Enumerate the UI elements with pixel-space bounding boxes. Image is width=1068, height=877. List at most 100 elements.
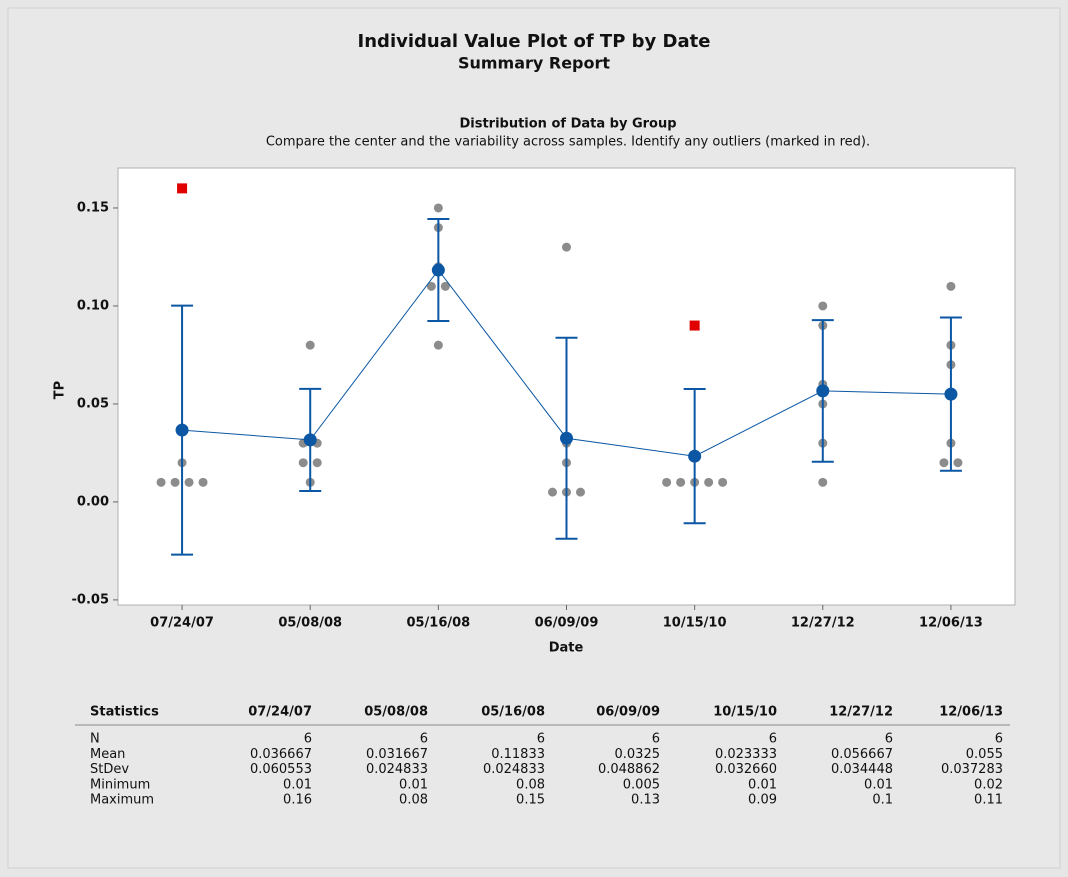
- y-axis-label: TP: [53, 381, 68, 399]
- x-tick-label: 05/08/08: [278, 616, 342, 631]
- data-point: [662, 477, 672, 487]
- data-point: [440, 281, 450, 291]
- table-cell: 0.055: [966, 747, 1003, 762]
- table-row-label: Mean: [90, 747, 125, 762]
- table-cell: 0.023333: [715, 747, 777, 762]
- data-point: [298, 458, 308, 468]
- data-point: [939, 458, 949, 468]
- table-cell: 6: [420, 732, 428, 747]
- table-cell: 0.01: [864, 777, 893, 792]
- table-row-label: Minimum: [90, 777, 150, 792]
- data-point: [818, 301, 828, 311]
- data-point: [312, 458, 322, 468]
- table-cell: 0.13: [631, 793, 660, 808]
- data-point: [156, 477, 166, 487]
- table-cell: 6: [769, 732, 777, 747]
- mean-marker: [816, 384, 830, 398]
- outlier-point: [177, 183, 188, 194]
- y-tick-label: 0.00: [77, 494, 109, 509]
- table-cell: 0.16: [283, 793, 312, 808]
- y-tick-label: -0.05: [72, 592, 109, 607]
- table-title: Statistics: [90, 705, 159, 720]
- data-point: [946, 281, 956, 291]
- table-cell: 0.034448: [831, 762, 893, 777]
- data-point: [198, 477, 208, 487]
- mean-marker: [175, 423, 189, 437]
- table-cell: 0.024833: [483, 762, 545, 777]
- data-point: [704, 477, 714, 487]
- table-cell: 0.01: [399, 777, 428, 792]
- table-column-header: 07/24/07: [248, 705, 312, 720]
- mean-marker: [431, 263, 445, 277]
- table-row-label: Maximum: [90, 793, 154, 808]
- table-cell: 0.09: [748, 793, 777, 808]
- y-tick-label: 0.10: [77, 298, 109, 313]
- table-row-label: StDev: [90, 762, 129, 777]
- data-point: [170, 477, 180, 487]
- table-cell: 0.11: [974, 793, 1003, 808]
- section-title: Distribution of Data by Group: [459, 117, 676, 132]
- data-point: [818, 477, 828, 487]
- y-tick-label: 0.15: [77, 200, 109, 215]
- mean-marker: [303, 433, 317, 447]
- table-column-header: 05/08/08: [364, 705, 428, 720]
- table-cell: 0.0325: [615, 747, 661, 762]
- table-cell: 6: [652, 732, 660, 747]
- x-tick-label: 10/15/10: [663, 616, 727, 631]
- x-tick-label: 07/24/07: [150, 616, 214, 631]
- data-point: [305, 340, 315, 350]
- table-row-label: N: [90, 732, 100, 747]
- data-point: [548, 487, 557, 497]
- data-point: [953, 458, 963, 468]
- mean-marker: [944, 387, 958, 401]
- data-point: [562, 242, 571, 252]
- table-cell: 6: [304, 732, 312, 747]
- table-cell: 0.032660: [715, 762, 777, 777]
- table-cell: 0.1: [872, 793, 893, 808]
- table-cell: 0.11833: [491, 747, 545, 762]
- data-point: [433, 203, 443, 213]
- table-cell: 0.01: [748, 777, 777, 792]
- chart-title: Individual Value Plot of TP by Date: [358, 31, 711, 52]
- table-column-header: 12/27/12: [829, 705, 893, 720]
- x-tick-label: 05/16/08: [406, 616, 470, 631]
- data-point: [426, 281, 436, 291]
- data-point: [576, 487, 585, 497]
- table-cell: 0.005: [623, 777, 660, 792]
- table-cell: 0.036667: [250, 747, 312, 762]
- table-cell: 0.056667: [831, 747, 893, 762]
- table-cell: 0.031667: [366, 747, 428, 762]
- mean-marker: [560, 431, 573, 445]
- y-tick-label: 0.05: [77, 396, 109, 411]
- data-point: [433, 340, 443, 350]
- outlier-point: [689, 320, 700, 331]
- table-cell: 0.060553: [250, 762, 312, 777]
- x-tick-label: 06/09/09: [535, 616, 599, 631]
- table-cell: 0.037283: [941, 762, 1003, 777]
- x-tick-label: 12/27/12: [791, 616, 855, 631]
- table-cell: 0.01: [283, 777, 312, 792]
- table-cell: 6: [995, 732, 1003, 747]
- chart-subtitle: Summary Report: [458, 54, 610, 73]
- table-column-header: 10/15/10: [713, 705, 777, 720]
- table-cell: 0.08: [516, 777, 545, 792]
- table-cell: 0.024833: [366, 762, 428, 777]
- table-cell: 6: [885, 732, 893, 747]
- table-cell: 0.048862: [598, 762, 660, 777]
- table-cell: 0.08: [399, 793, 428, 808]
- table-cell: 0.15: [516, 793, 545, 808]
- table-cell: 6: [537, 732, 545, 747]
- table-column-header: 06/09/09: [596, 705, 660, 720]
- table-cell: 0.02: [974, 777, 1003, 792]
- x-axis-label: Date: [549, 641, 584, 656]
- table-column-header: 12/06/13: [939, 705, 1003, 720]
- data-point: [676, 477, 686, 487]
- data-point: [718, 477, 728, 487]
- mean-marker: [688, 449, 702, 463]
- x-tick-label: 12/06/13: [919, 616, 983, 631]
- section-subtitle: Compare the center and the variability a…: [266, 135, 870, 150]
- table-column-header: 05/16/08: [481, 705, 545, 720]
- data-point: [184, 477, 194, 487]
